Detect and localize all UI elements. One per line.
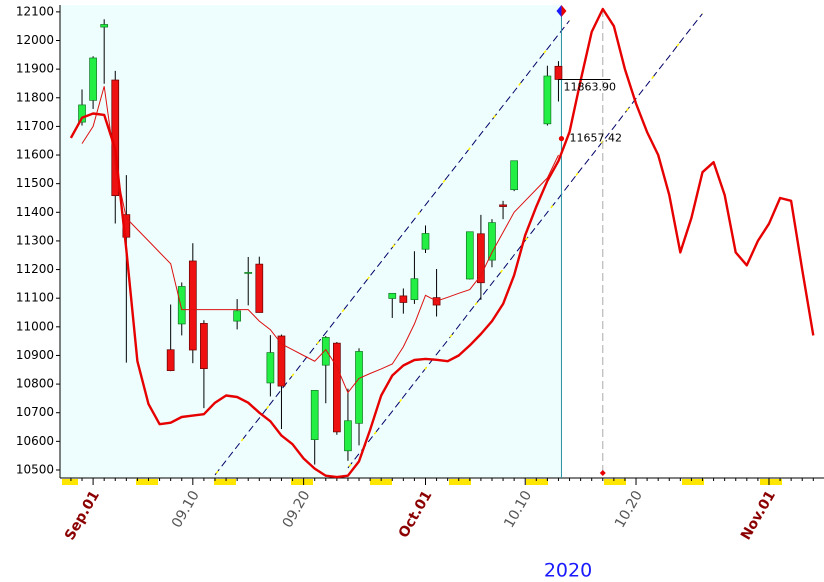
weekend-box [526, 479, 548, 485]
candle-body [421, 233, 430, 250]
candle-body [499, 204, 507, 207]
y-tick-label: 10500 [16, 462, 54, 476]
y-tick-label: 11800 [16, 90, 54, 104]
weekend-box [760, 479, 782, 485]
candle-body [78, 104, 86, 123]
y-tick-label: 11300 [16, 233, 54, 247]
weekend-box [449, 479, 471, 485]
candle-body [344, 420, 352, 452]
candle-body [410, 278, 419, 300]
y-tick-label: 10800 [16, 377, 54, 391]
weekend-box [62, 479, 78, 485]
weekend-box [214, 479, 236, 485]
y-tick-label: 11400 [16, 205, 54, 219]
candle-body [388, 292, 397, 299]
candle-body [255, 263, 264, 313]
candle-body [465, 231, 474, 280]
y-tick-label: 11200 [16, 262, 54, 276]
y-tick-label: 10700 [16, 405, 54, 419]
weekend-box [136, 479, 158, 485]
candle-body [321, 337, 330, 366]
candle-body [543, 75, 552, 125]
candle-body [399, 295, 408, 303]
weekend-box [604, 479, 626, 485]
candle-body [244, 272, 253, 274]
candle-body [200, 323, 208, 369]
weekend-strip [62, 479, 782, 485]
candle-body [266, 352, 275, 384]
candle-body [333, 342, 341, 433]
channel-line [214, 20, 570, 476]
candle-body [310, 390, 319, 440]
weekend-box [370, 479, 392, 485]
weekend-box [682, 479, 704, 485]
y-tick-label: 10900 [16, 348, 54, 362]
candle-body [166, 349, 175, 371]
current-day-flag [556, 5, 562, 17]
current-day-flag [561, 5, 567, 17]
candle-body [510, 160, 518, 191]
y-tick-label: 11500 [16, 176, 54, 190]
close-label: 11863.90 [563, 80, 616, 93]
forecast-marker [558, 135, 565, 142]
weekend-box [291, 479, 313, 485]
candle-body [477, 233, 485, 284]
y-tick-label: 12100 [16, 4, 54, 18]
candle-body [355, 351, 363, 424]
candle-body [554, 65, 563, 80]
y-tick-label: 11900 [16, 62, 54, 76]
y-tick-label: 11600 [16, 148, 54, 162]
cycle-line [69, 7, 815, 479]
candle-body [488, 222, 496, 261]
y-tick-label: 10600 [16, 434, 54, 448]
candle-body [100, 24, 109, 28]
channel-line [347, 13, 703, 469]
candle-body [233, 310, 241, 322]
candle-body [188, 260, 197, 351]
history-background [60, 5, 562, 478]
forecast-marker-label: 11657.42 [569, 132, 622, 145]
candle-body [277, 335, 286, 387]
y-tick-label: 11700 [16, 119, 54, 133]
average-line [81, 86, 559, 394]
plot-layer [60, 5, 562, 478]
y-tick-label: 12000 [16, 33, 54, 47]
y-tick-label: 11100 [16, 291, 54, 305]
y-tick-label: 11000 [16, 319, 54, 333]
candle-body [177, 286, 186, 325]
peak-marker [599, 470, 606, 476]
candle-body [89, 57, 97, 101]
year-label: 2020 [544, 560, 592, 582]
